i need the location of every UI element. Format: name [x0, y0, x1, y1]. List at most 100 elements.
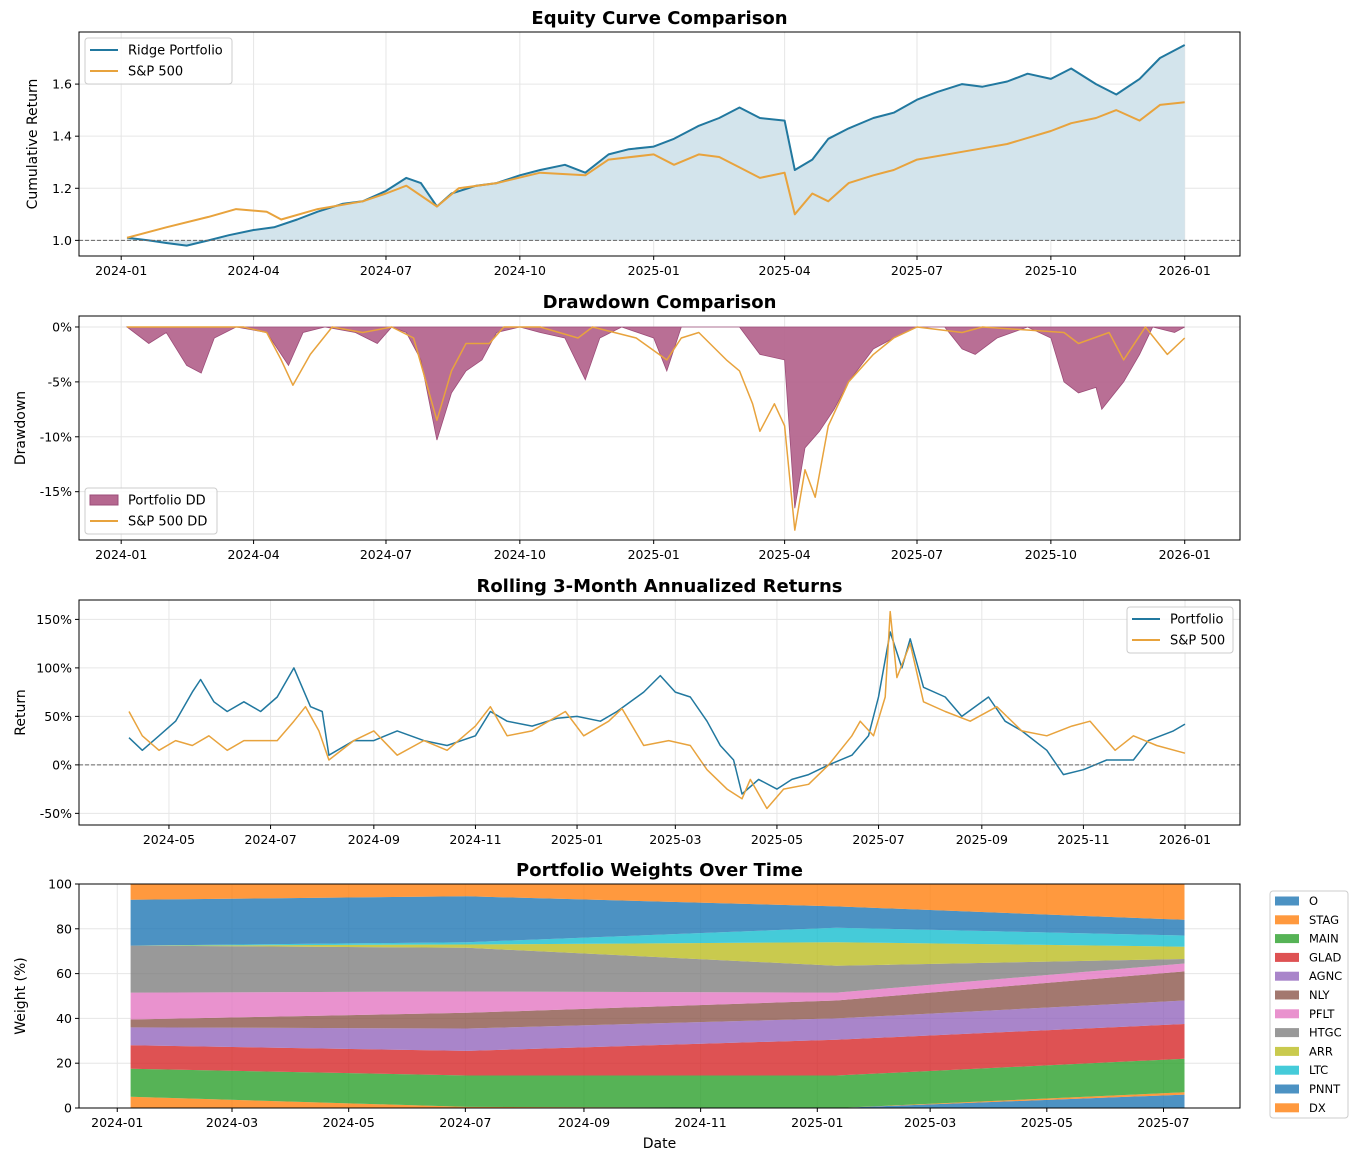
- legend-label: MAIN: [1309, 932, 1339, 946]
- stack-area-htgc: [130, 945, 1185, 993]
- y-axis-label: Cumulative Return: [25, 79, 41, 210]
- chart-title: Portfolio Weights Over Time: [516, 860, 803, 881]
- x-tick-label: 2025-03: [649, 832, 701, 847]
- x-tick-label: 2024-07: [244, 832, 296, 847]
- legend-swatch: [89, 494, 119, 506]
- stack-area-ltc: [130, 927, 1185, 947]
- x-tick-label: 2024-03: [206, 1115, 258, 1130]
- x-tick-label: 2026-01: [1159, 547, 1211, 562]
- y-axis-label: Weight (%): [13, 957, 29, 1034]
- series-line-portfolio: [128, 631, 1186, 795]
- x-tick-label: 2024-01: [95, 547, 147, 562]
- x-tick-label: 2025-01: [628, 263, 680, 278]
- series-line-s-p-500: [126, 101, 1185, 239]
- chart-title: Equity Curve Comparison: [531, 8, 787, 29]
- legend-box: [1269, 890, 1349, 1119]
- legend-label: LTC: [1309, 1063, 1328, 1077]
- series-line-s-p-500-dd: [127, 326, 1186, 531]
- stack-area-o: [130, 1094, 1185, 1108]
- legend-label: Portfolio DD: [128, 494, 206, 509]
- legend-label: Portfolio: [1170, 613, 1224, 628]
- axes-frame: [78, 883, 1241, 1109]
- x-tick-label: 2025-05: [751, 832, 803, 847]
- legend-label: DX: [1309, 1101, 1326, 1115]
- y-tick-label: 150%: [36, 612, 72, 627]
- x-tick-label: 2026-01: [1159, 832, 1211, 847]
- legend-swatch-pflt: [1275, 1009, 1299, 1019]
- series-line-s-p-500: [128, 610, 1186, 810]
- stack-area-main: [130, 1058, 1185, 1108]
- axes-frame: [78, 31, 1241, 257]
- legend-swatch-o: [1275, 896, 1299, 906]
- axes-frame: [78, 599, 1241, 826]
- panel-1: [75, 315, 1241, 544]
- y-tick-label: 0%: [52, 319, 72, 334]
- legend-label: HTGC: [1309, 1026, 1342, 1040]
- x-tick-label: 2024-07: [439, 1115, 491, 1130]
- x-tick-label: 2024-05: [143, 832, 195, 847]
- legend-box: [84, 37, 233, 85]
- legend-label: S&P 500: [128, 65, 183, 80]
- legend-label: ARR: [1309, 1044, 1333, 1058]
- equity-fill-ridge-portfolio: [127, 45, 1185, 246]
- stack-area-stag: [130, 1092, 1185, 1108]
- x-tick-label: 2024-05: [323, 1115, 375, 1130]
- y-axis-label: Drawdown: [13, 391, 29, 465]
- legend-label: STAG: [1309, 913, 1339, 927]
- legend-label: GLAD: [1309, 950, 1341, 964]
- x-tick-label: 2025-10: [1025, 547, 1077, 562]
- y-tick-label: 80: [56, 921, 72, 936]
- panel-2: [75, 599, 1241, 829]
- legend-swatch-nly: [1275, 990, 1299, 1000]
- x-tick-label: 2025-01: [628, 547, 680, 562]
- x-tick-label: 2025-07: [852, 832, 904, 847]
- legend-swatch-glad: [1275, 952, 1299, 962]
- x-tick-label: 2025-01: [791, 1115, 843, 1130]
- legend: [84, 487, 218, 535]
- legend: [1269, 890, 1349, 1119]
- legend-swatch-htgc: [1275, 1028, 1299, 1038]
- stack-area-dx: [130, 884, 1185, 920]
- stack-area-nly: [130, 971, 1185, 1029]
- x-tick-label: 2024-04: [227, 547, 279, 562]
- stack-area-pflt: [130, 963, 1185, 1020]
- legend-swatch-pnnt: [1275, 1084, 1299, 1094]
- y-tick-label: 0%: [52, 757, 72, 772]
- x-tick-label: 2025-11: [1057, 832, 1109, 847]
- y-tick-label: -15%: [40, 484, 72, 499]
- legend: [1126, 606, 1234, 654]
- x-tick-label: 2025-03: [904, 1115, 956, 1130]
- legend: [84, 37, 233, 85]
- series-line-ridge-portfolio: [126, 44, 1186, 247]
- y-tick-label: 40: [56, 1011, 72, 1026]
- legend-swatch-agnc: [1275, 971, 1299, 981]
- legend-label: PFLT: [1309, 1007, 1335, 1021]
- legend-swatch-main: [1275, 934, 1299, 944]
- x-tick-label: 2025-04: [759, 547, 811, 562]
- x-tick-label: 2025-05: [1021, 1115, 1073, 1130]
- x-tick-label: 2024-10: [494, 263, 546, 278]
- axes-frame: [78, 315, 1241, 541]
- x-tick-label: 2024-01: [91, 1115, 143, 1130]
- legend-label: Ridge Portfolio: [128, 44, 223, 59]
- y-tick-label: 0: [64, 1101, 72, 1116]
- x-tick-label: 2025-07: [1137, 1115, 1189, 1130]
- y-tick-label: 1.2: [52, 181, 72, 196]
- legend-label: O: [1309, 894, 1318, 908]
- plot-area: [125, 326, 1186, 531]
- plot-area: [79, 610, 1240, 810]
- x-tick-label: 2024-07: [360, 547, 412, 562]
- legend-label: AGNC: [1309, 969, 1342, 983]
- x-tick-label: 2024-10: [494, 547, 546, 562]
- y-axis-label: Return: [13, 689, 29, 735]
- x-tick-label: 2024-11: [675, 1115, 727, 1130]
- stack-area-arr: [130, 942, 1185, 966]
- y-tick-label: 1.4: [52, 129, 72, 144]
- x-tick-label: 2025-09: [956, 832, 1008, 847]
- x-tick-label: 2025-01: [551, 832, 603, 847]
- y-tick-label: 1.6: [52, 77, 72, 92]
- drawdown-area-portfolio-dd: [125, 326, 1185, 509]
- stack-area-agnc: [130, 1000, 1185, 1051]
- x-tick-label: 2025-04: [759, 263, 811, 278]
